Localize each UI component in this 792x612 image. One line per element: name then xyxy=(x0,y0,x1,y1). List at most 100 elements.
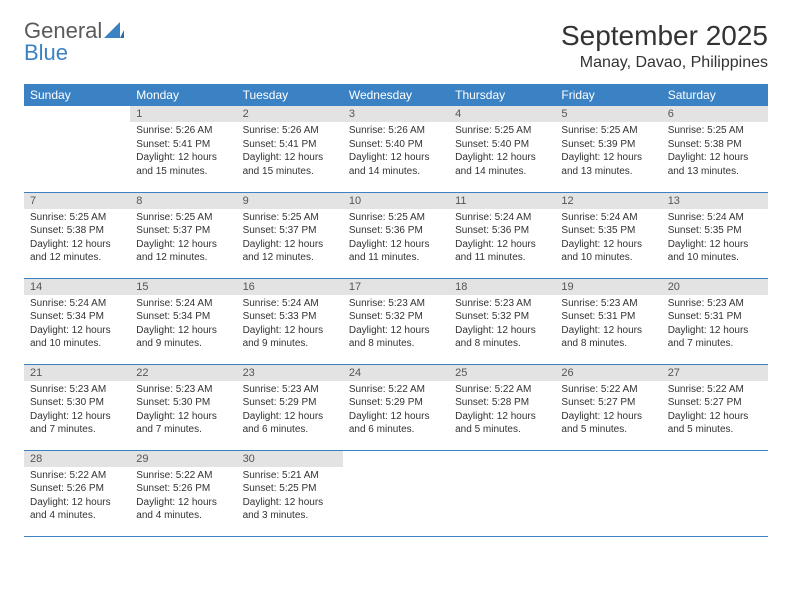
daylight-text: Daylight: 12 hours and 12 minutes. xyxy=(243,238,337,265)
day-number: 28 xyxy=(24,451,130,467)
sunrise-text: Sunrise: 5:26 AM xyxy=(349,124,443,138)
day-number: 27 xyxy=(662,365,768,381)
weekday-header: Wednesday xyxy=(343,84,449,106)
day-content: Sunrise: 5:23 AMSunset: 5:32 PMDaylight:… xyxy=(449,295,555,355)
daylight-text: Daylight: 12 hours and 15 minutes. xyxy=(243,151,337,178)
daylight-text: Daylight: 12 hours and 7 minutes. xyxy=(668,324,762,351)
day-content: Sunrise: 5:23 AMSunset: 5:30 PMDaylight:… xyxy=(130,381,236,441)
daylight-text: Daylight: 12 hours and 7 minutes. xyxy=(136,410,230,437)
sunset-text: Sunset: 5:29 PM xyxy=(349,396,443,410)
day-content: Sunrise: 5:24 AMSunset: 5:35 PMDaylight:… xyxy=(555,209,661,269)
sunset-text: Sunset: 5:29 PM xyxy=(243,396,337,410)
calendar-week-row: 7Sunrise: 5:25 AMSunset: 5:38 PMDaylight… xyxy=(24,192,768,278)
daylight-text: Daylight: 12 hours and 15 minutes. xyxy=(136,151,230,178)
day-number: 19 xyxy=(555,279,661,295)
daylight-text: Daylight: 12 hours and 4 minutes. xyxy=(30,496,124,523)
day-content: Sunrise: 5:24 AMSunset: 5:35 PMDaylight:… xyxy=(662,209,768,269)
brand-text: General Blue xyxy=(24,20,124,64)
day-number: 17 xyxy=(343,279,449,295)
calendar-day-cell: 17Sunrise: 5:23 AMSunset: 5:32 PMDayligh… xyxy=(343,278,449,364)
calendar-day-cell: 2Sunrise: 5:26 AMSunset: 5:41 PMDaylight… xyxy=(237,106,343,192)
day-content: Sunrise: 5:26 AMSunset: 5:40 PMDaylight:… xyxy=(343,122,449,182)
sunrise-text: Sunrise: 5:22 AM xyxy=(30,469,124,483)
sunrise-text: Sunrise: 5:25 AM xyxy=(243,211,337,225)
calendar-day-cell: 18Sunrise: 5:23 AMSunset: 5:32 PMDayligh… xyxy=(449,278,555,364)
day-content: Sunrise: 5:24 AMSunset: 5:34 PMDaylight:… xyxy=(130,295,236,355)
day-number: 4 xyxy=(449,106,555,122)
daylight-text: Daylight: 12 hours and 4 minutes. xyxy=(136,496,230,523)
sunrise-text: Sunrise: 5:26 AM xyxy=(136,124,230,138)
sunset-text: Sunset: 5:35 PM xyxy=(668,224,762,238)
day-content: Sunrise: 5:25 AMSunset: 5:36 PMDaylight:… xyxy=(343,209,449,269)
sunrise-text: Sunrise: 5:22 AM xyxy=(349,383,443,397)
sunset-text: Sunset: 5:37 PM xyxy=(136,224,230,238)
daylight-text: Daylight: 12 hours and 12 minutes. xyxy=(30,238,124,265)
daylight-text: Daylight: 12 hours and 6 minutes. xyxy=(243,410,337,437)
calendar-day-cell: 23 Sunrise: 5:23 AMSunset: 5:29 PMDayligh… xyxy=(237,364,343,450)
calendar-day-cell xyxy=(24,106,130,192)
weekday-header: Friday xyxy=(555,84,661,106)
day-number: 12 xyxy=(555,193,661,209)
day-content: Sunrise: 5:23 AMSunset: 5:31 PMDaylight:… xyxy=(662,295,768,355)
sunrise-text: Sunrise: 5:25 AM xyxy=(668,124,762,138)
sunrise-text: Sunrise: 5:24 AM xyxy=(136,297,230,311)
sunrise-text: Sunrise: 5:24 AM xyxy=(455,211,549,225)
daylight-text: Daylight: 12 hours and 10 minutes. xyxy=(561,238,655,265)
sunrise-text: Sunrise: 5:23 AM xyxy=(349,297,443,311)
day-number: 13 xyxy=(662,193,768,209)
day-number: 30 xyxy=(237,451,343,467)
calendar-day-cell: 8Sunrise: 5:25 AMSunset: 5:37 PMDaylight… xyxy=(130,192,236,278)
calendar-day-cell: 5Sunrise: 5:25 AMSunset: 5:39 PMDaylight… xyxy=(555,106,661,192)
brand-logo: General Blue xyxy=(24,20,124,64)
day-content: Sunrise: 5:24 AMSunset: 5:34 PMDaylight:… xyxy=(24,295,130,355)
calendar-week-row: 28Sunrise: 5:22 AMSunset: 5:26 PMDayligh… xyxy=(24,450,768,536)
sunset-text: Sunset: 5:36 PM xyxy=(455,224,549,238)
sunrise-text: Sunrise: 5:24 AM xyxy=(243,297,337,311)
sunrise-text: Sunrise: 5:21 AM xyxy=(243,469,337,483)
brand-sail-icon xyxy=(104,20,124,42)
calendar-week-row: 21Sunrise: 5:23 AMSunset: 5:30 PMDayligh… xyxy=(24,364,768,450)
day-number: 23 xyxy=(237,365,343,381)
day-content: Sunrise: 5:25 AMSunset: 5:37 PMDaylight:… xyxy=(237,209,343,269)
day-number: 11 xyxy=(449,193,555,209)
day-content: Sunrise: 5:23 AMSunset: 5:32 PMDaylight:… xyxy=(343,295,449,355)
daylight-text: Daylight: 12 hours and 5 minutes. xyxy=(668,410,762,437)
sunset-text: Sunset: 5:34 PM xyxy=(136,310,230,324)
daylight-text: Daylight: 12 hours and 7 minutes. xyxy=(30,410,124,437)
daylight-text: Daylight: 12 hours and 5 minutes. xyxy=(561,410,655,437)
day-content: Sunrise: 5:23 AMSunset: 5:31 PMDaylight:… xyxy=(555,295,661,355)
calendar-day-cell: 15Sunrise: 5:24 AMSunset: 5:34 PMDayligh… xyxy=(130,278,236,364)
sunrise-text: Sunrise: 5:24 AM xyxy=(30,297,124,311)
sunset-text: Sunset: 5:41 PM xyxy=(243,138,337,152)
weekday-header: Monday xyxy=(130,84,236,106)
sunrise-text: Sunrise: 5:23 AM xyxy=(243,383,337,397)
daylight-text: Daylight: 12 hours and 8 minutes. xyxy=(455,324,549,351)
calendar-day-cell: 29Sunrise: 5:22 AMSunset: 5:26 PMDayligh… xyxy=(130,450,236,536)
sunset-text: Sunset: 5:26 PM xyxy=(136,482,230,496)
sunrise-text: Sunrise: 5:23 AM xyxy=(668,297,762,311)
calendar-day-cell: 7Sunrise: 5:25 AMSunset: 5:38 PMDaylight… xyxy=(24,192,130,278)
sunrise-text: Sunrise: 5:23 AM xyxy=(561,297,655,311)
day-number: 14 xyxy=(24,279,130,295)
calendar-day-cell: 10Sunrise: 5:25 AMSunset: 5:36 PMDayligh… xyxy=(343,192,449,278)
sunset-text: Sunset: 5:30 PM xyxy=(30,396,124,410)
day-content: Sunrise: 5:26 AMSunset: 5:41 PMDaylight:… xyxy=(130,122,236,182)
calendar-day-cell: 4Sunrise: 5:25 AMSunset: 5:40 PMDaylight… xyxy=(449,106,555,192)
day-content: Sunrise: 5:25 AMSunset: 5:39 PMDaylight:… xyxy=(555,122,661,182)
weekday-header: Thursday xyxy=(449,84,555,106)
sunset-text: Sunset: 5:40 PM xyxy=(349,138,443,152)
daylight-text: Daylight: 12 hours and 8 minutes. xyxy=(561,324,655,351)
calendar-day-cell: 1Sunrise: 5:26 AMSunset: 5:41 PMDaylight… xyxy=(130,106,236,192)
calendar-day-cell: 22Sunrise: 5:23 AMSunset: 5:30 PMDayligh… xyxy=(130,364,236,450)
daylight-text: Daylight: 12 hours and 11 minutes. xyxy=(455,238,549,265)
calendar-header-row: SundayMondayTuesdayWednesdayThursdayFrid… xyxy=(24,84,768,106)
day-content: Sunrise: 5:22 AMSunset: 5:29 PMDaylight:… xyxy=(343,381,449,441)
day-number: 5 xyxy=(555,106,661,122)
brand-name-2: Blue xyxy=(24,40,68,65)
sunrise-text: Sunrise: 5:24 AM xyxy=(561,211,655,225)
calendar-day-cell xyxy=(555,450,661,536)
sunrise-text: Sunrise: 5:22 AM xyxy=(455,383,549,397)
daylight-text: Daylight: 12 hours and 10 minutes. xyxy=(668,238,762,265)
weekday-header: Saturday xyxy=(662,84,768,106)
sunrise-text: Sunrise: 5:22 AM xyxy=(561,383,655,397)
